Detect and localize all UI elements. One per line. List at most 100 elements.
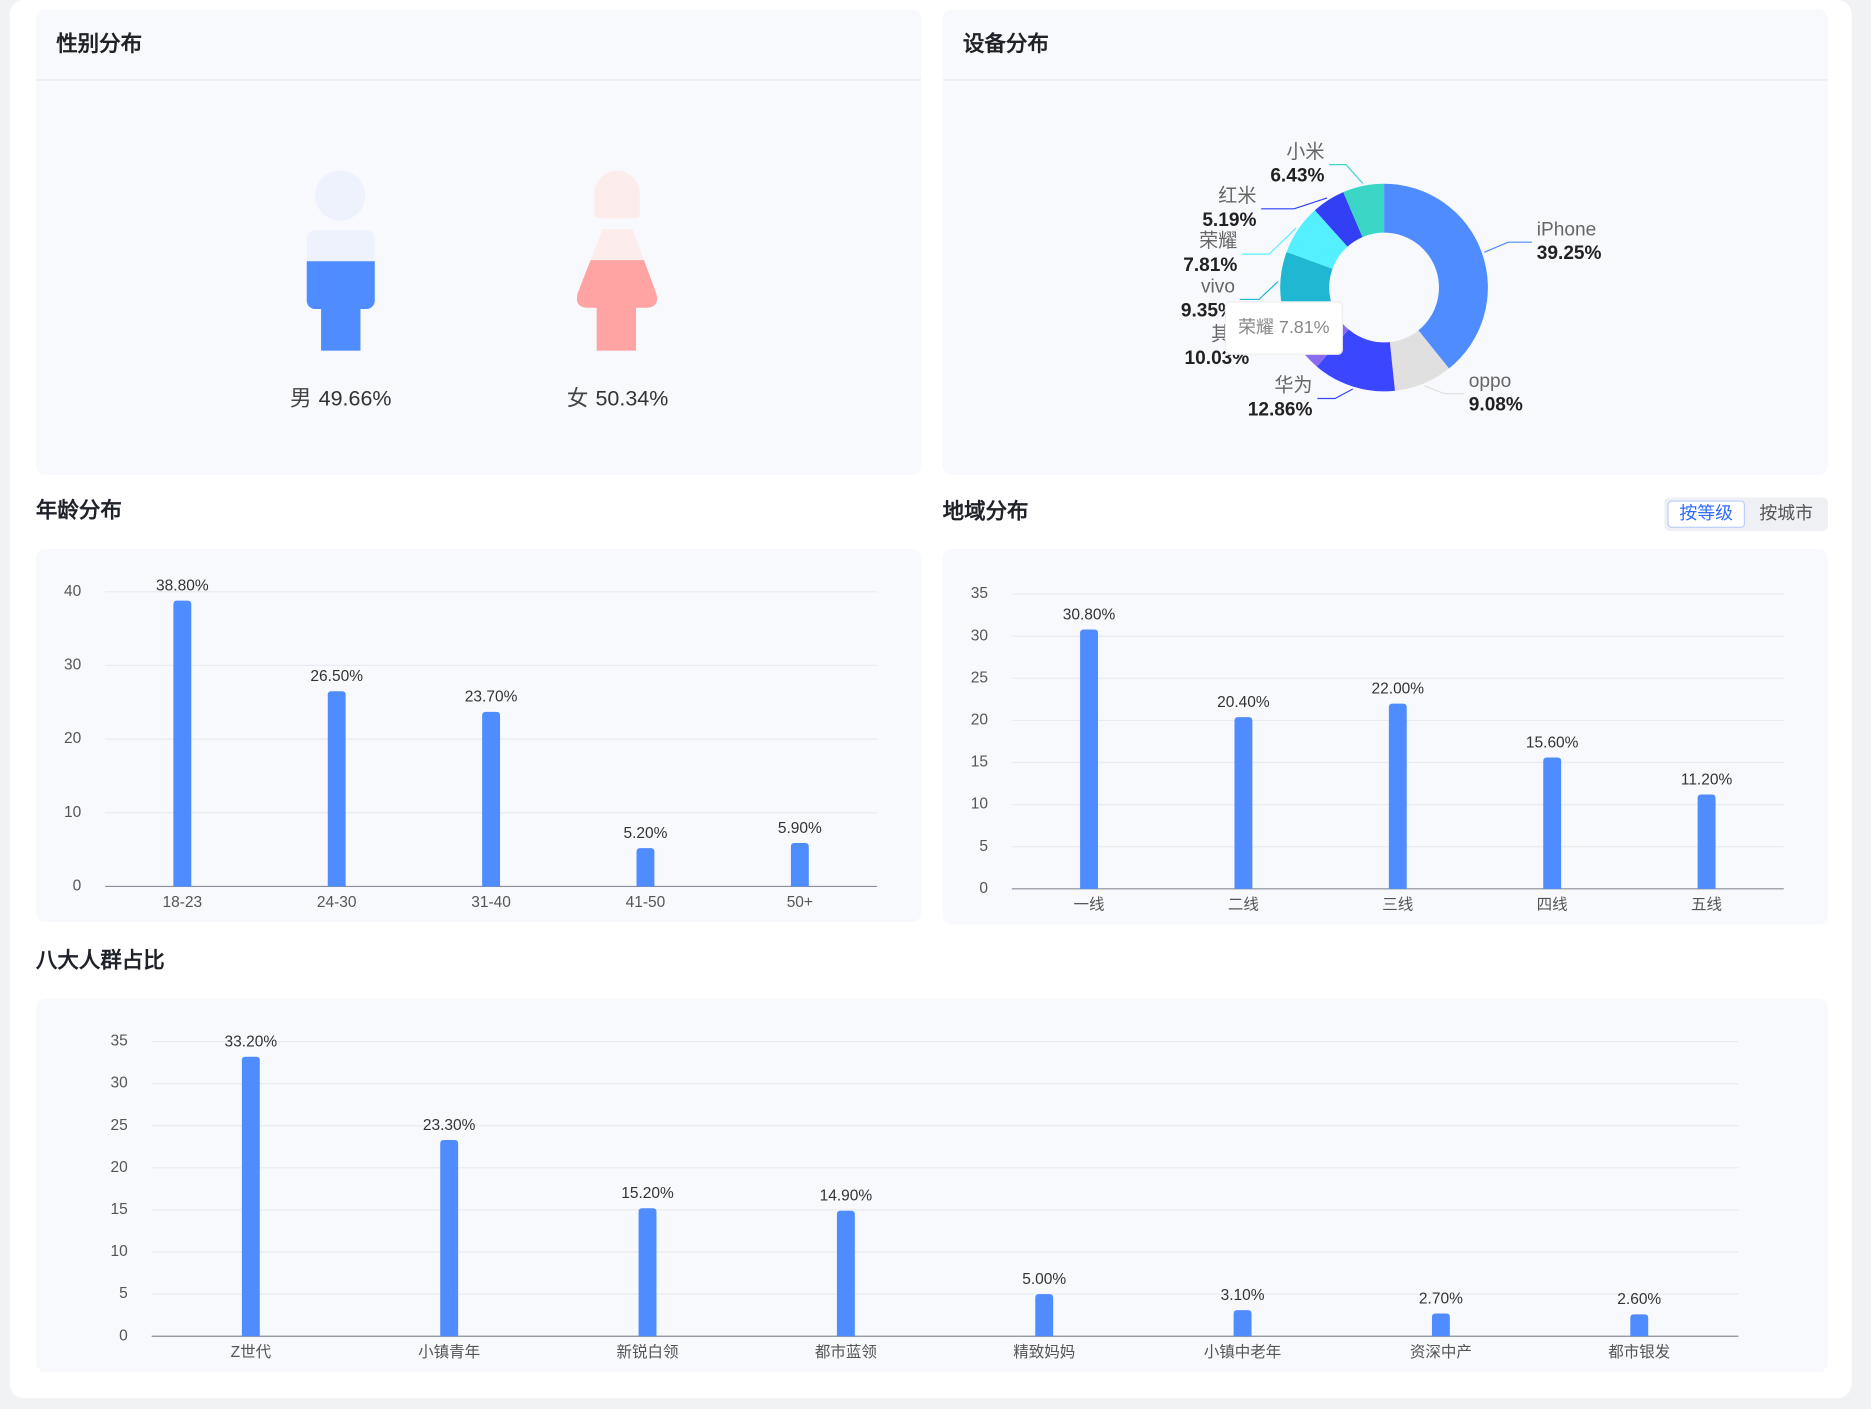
- bar: [1388, 703, 1407, 889]
- slice-value: 9.35%: [1181, 300, 1235, 321]
- donut-slice: [1280, 251, 1333, 312]
- figure-fill: [576, 260, 657, 351]
- panel-title: 设备分布: [963, 31, 1049, 56]
- tooltip-box: [1224, 301, 1343, 355]
- slice-name: 华为: [1274, 375, 1312, 397]
- x-tick-label: 四线: [1537, 896, 1568, 914]
- bar: [1080, 629, 1098, 889]
- y-tick-label: 10: [64, 804, 82, 821]
- toggle-active[interactable]: [1667, 500, 1745, 528]
- tooltip: 荣耀 7.81%: [1238, 317, 1330, 337]
- leader-line: [1317, 388, 1354, 400]
- bar: [638, 1208, 657, 1337]
- y-tick-label: 20: [111, 1159, 129, 1176]
- toggle-button[interactable]: 按城市: [1759, 503, 1813, 523]
- x-tick-label: 24-30: [317, 894, 357, 911]
- y-tick-label: 40: [64, 583, 82, 600]
- value-label: 11.20%: [1681, 771, 1733, 788]
- leader-line: [1261, 197, 1328, 210]
- bar: [440, 1140, 459, 1337]
- leader-line: [1484, 241, 1533, 253]
- donut-slice: [1384, 183, 1488, 369]
- panel: [942, 548, 1828, 925]
- y-tick-label: 15: [971, 754, 988, 771]
- leader-line: [1329, 164, 1364, 184]
- value-label: 23.70%: [465, 689, 518, 706]
- value-label: 26.50%: [310, 668, 363, 685]
- toggle-button[interactable]: 按等级: [1679, 503, 1733, 523]
- donut-slice: [1389, 330, 1449, 391]
- panel-title: 性别分布: [56, 31, 142, 56]
- x-tick-label: 41-50: [626, 894, 666, 911]
- y-tick-label: 30: [64, 657, 82, 674]
- y-tick-label: 25: [971, 669, 988, 686]
- panel-title: 年龄分布: [36, 497, 122, 522]
- gender-value: 49.66%: [319, 386, 392, 410]
- x-tick-label: 资深中产: [1410, 1343, 1472, 1361]
- slice-name: 小米: [1286, 141, 1324, 163]
- bar: [636, 848, 655, 887]
- y-tick-label: 35: [111, 1033, 128, 1050]
- value-label: 5.00%: [1022, 1271, 1066, 1288]
- y-tick-label: 30: [971, 627, 989, 644]
- bar: [1630, 1314, 1649, 1337]
- value-label: 15.20%: [621, 1185, 674, 1202]
- bar: [836, 1210, 855, 1337]
- x-tick-label: 50+: [787, 894, 813, 911]
- leader-line: [1424, 385, 1465, 395]
- slice-name: vivo: [1201, 277, 1235, 298]
- y-tick-label: 10: [111, 1243, 129, 1260]
- panel: [35, 9, 922, 475]
- value-label: 5.90%: [778, 820, 822, 837]
- x-tick-label: 新锐白领: [617, 1343, 679, 1361]
- bar: [1543, 757, 1562, 889]
- y-tick-label: 0: [119, 1327, 128, 1344]
- value-label: 23.30%: [423, 1117, 476, 1134]
- y-tick-label: 0: [73, 878, 82, 895]
- bar: [482, 711, 501, 887]
- slice-value: 39.25%: [1537, 243, 1602, 264]
- slice-name: 红米: [1218, 185, 1256, 207]
- x-tick-label: 小镇中老年: [1204, 1343, 1282, 1361]
- slice-value: 6.43%: [1270, 166, 1324, 187]
- x-tick-label: 精致妈妈: [1013, 1343, 1075, 1361]
- slice-value: 5.19%: [1202, 210, 1256, 231]
- slice-value: 9.08%: [1469, 395, 1523, 416]
- x-tick-label: 都市蓝领: [815, 1343, 877, 1361]
- bar: [173, 600, 192, 887]
- leader-line: [1242, 227, 1297, 255]
- slice-value: 7.81%: [1183, 255, 1237, 276]
- gender-label: 女: [567, 386, 588, 410]
- x-tick-label: Z世代: [231, 1343, 272, 1361]
- x-tick-label: 五线: [1691, 896, 1722, 914]
- panel-title: 八大人群占比: [36, 947, 165, 972]
- bar: [327, 691, 346, 887]
- panel: [35, 998, 1828, 1373]
- figure-fill: [306, 261, 375, 351]
- leader-line: [1239, 281, 1279, 301]
- slice-name: iPhone: [1537, 219, 1596, 240]
- value-label: 38.80%: [156, 577, 209, 594]
- x-tick-label: 18-23: [162, 894, 202, 911]
- value-label: 33.20%: [225, 1033, 278, 1050]
- y-tick-label: 5: [119, 1285, 128, 1302]
- donut-slice: [1286, 210, 1348, 269]
- slice-name: oppo: [1469, 371, 1511, 392]
- y-tick-label: 5: [979, 838, 988, 855]
- y-tick-label: 15: [111, 1201, 128, 1218]
- bar: [1035, 1294, 1054, 1337]
- y-tick-label: 35: [971, 585, 988, 602]
- bar: [1233, 1310, 1252, 1337]
- y-tick-label: 10: [971, 796, 989, 813]
- value-label: 30.80%: [1063, 606, 1116, 623]
- bar: [1234, 717, 1253, 889]
- donut-slice: [1343, 183, 1385, 238]
- x-tick-label: 三线: [1382, 896, 1413, 914]
- slice-value: 12.86%: [1248, 399, 1313, 420]
- donut-slice: [1314, 192, 1363, 247]
- x-tick-label: 小镇青年: [418, 1343, 480, 1361]
- value-label: 3.10%: [1221, 1287, 1265, 1304]
- gender-label: 男: [290, 386, 311, 410]
